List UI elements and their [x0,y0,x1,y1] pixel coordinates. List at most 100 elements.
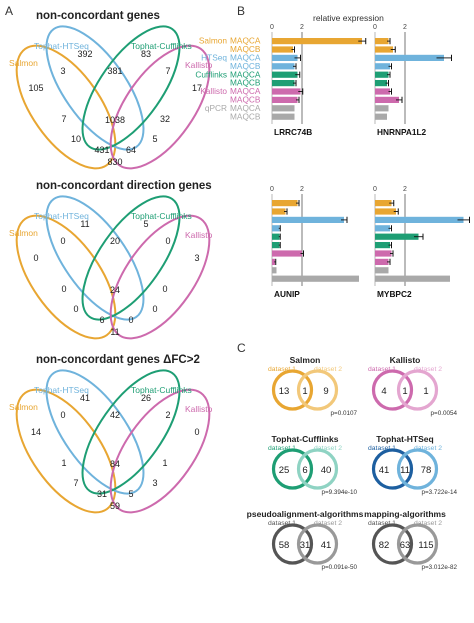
venn2-dataset1-label: dataset 1 [268,366,296,373]
x-tick-label: 0 [373,186,377,193]
venn2-overlap-count: 63 [400,540,411,551]
venn-set-ellipse [81,25,181,151]
venn2-overlap-count: 31 [300,540,311,551]
venn-region-count: 1038 [105,115,125,125]
bar [375,242,390,249]
venn2-right-count: 115 [418,540,433,551]
venn2-p-value: p=3.012e-82 [421,564,457,571]
bar-sample-label: MAQCB [230,61,261,71]
venn2-right-count: 1 [423,386,428,397]
venn-set-ellipse [81,369,181,495]
four-way-venn-1: non-concordant genes Salmon Tophat-HTSeq To… [9,10,213,170]
venn-region-count: 64 [126,145,136,155]
bar [272,267,277,274]
venn2-overlap-count: 11 [400,465,410,476]
venn-set-label: Tophat-HTSeq [34,41,89,51]
venn2-dataset2-label: dataset 2 [314,520,342,527]
venn-set-label: Kallisto [185,230,213,240]
venn-region-count: 0 [61,284,66,294]
bar [272,54,298,61]
bar [375,46,393,53]
venn2-circle-2 [396,448,439,490]
bar [272,242,280,249]
venn-region-count: 59 [110,501,120,511]
bar [272,275,359,282]
bar-sample-label: MAQCA [230,36,261,46]
venn2-circle-1 [371,369,414,411]
bar-panel-1: 0 2 LRRC74B [270,24,367,137]
bar-panel-2: 0 2 HNRNPA1L2 [373,24,452,137]
x-tick-label: 2 [403,24,407,31]
venn-region-count: 3 [152,478,157,488]
venn-set-ellipse [109,44,211,170]
venn-region-count: 24 [110,285,120,295]
venn-region-count: 2 [165,410,170,420]
venn2-overlap-count: 6 [302,465,307,476]
bar-panel-4: 0 2 MYBPC2 [373,186,470,299]
venn-set-ellipse [109,388,211,514]
venn-region-count: 32 [160,114,170,124]
venn2-dataset2-label: dataset 2 [314,366,342,373]
venn-region-count: 3 [60,66,65,76]
venn-title: non-concordant genes ΔFC>2 [36,354,200,366]
venn-set-ellipse [109,214,211,340]
bar [272,200,298,207]
bar [375,267,389,274]
bar-group-label: HTSeq [201,53,227,63]
venn-region-count: 10 [71,134,81,144]
venn-region-count: 0 [60,410,65,420]
venn2-right-count: 41 [321,540,332,551]
bar-sample-label: MAQCA [230,103,261,113]
bar-group-label: Cufflinks [195,69,227,79]
venn-region-count: 7 [73,478,78,488]
bar [272,233,280,240]
venn-region-count: 20 [110,236,120,246]
venn-region-count: 31 [97,489,107,499]
venn2-title: Salmon [290,355,321,365]
bar-panel-3: 0 2 AUNIP [270,186,359,299]
bar [375,216,464,223]
bar [375,80,387,87]
venn-region-count: 5 [143,219,148,229]
venn-title: non-concordant genes [36,10,160,22]
bar [272,113,295,120]
venn-region-count: 381 [107,66,122,76]
bar-sample-label: MAQCA [230,69,261,79]
gene-label: AUNIP [274,289,300,299]
bar [272,216,344,223]
bar-sample-label: MAQCB [230,95,261,105]
bar [272,38,362,45]
bar [375,54,444,61]
venn-set-ellipse [45,25,145,151]
venn2-title: pseudoalignment-algorithms [247,509,364,519]
venn-set-label: Tophat-HTSeq [34,385,89,395]
venn2-dataset2-label: dataset 2 [414,520,442,527]
bar-sample-label: MAQCB [230,44,261,54]
x-tick-label: 0 [373,24,377,31]
bar [272,71,298,78]
venn-region-count: 1 [162,458,167,468]
venn2-dataset1-label: dataset 1 [268,445,296,452]
bar [375,258,389,265]
x-tick-label: 0 [270,186,274,193]
venn-region-count: 83 [141,49,151,59]
venn2-circle-2 [296,369,339,411]
venn2-circle-1 [271,369,314,411]
venn-title: non-concordant direction genes [36,180,212,192]
venn-set-ellipse [45,195,145,321]
bar-sample-label: MAQCB [230,78,261,88]
x-tick-label: 0 [270,24,274,31]
venn-region-count: 105 [28,83,43,93]
venn-region-count: 6 [99,315,104,325]
x-tick-label: 2 [300,24,304,31]
venn2-title: Tophat-HTSeq [376,434,433,444]
venn2-p-value: p=0.091e-50 [321,564,357,571]
panel-letter-b: B [237,4,245,18]
venn2-p-value: p=0.0107 [331,410,358,417]
venn-region-count: 17 [192,83,202,93]
venn-set-label: Tophat-Cufflinks [131,385,192,395]
